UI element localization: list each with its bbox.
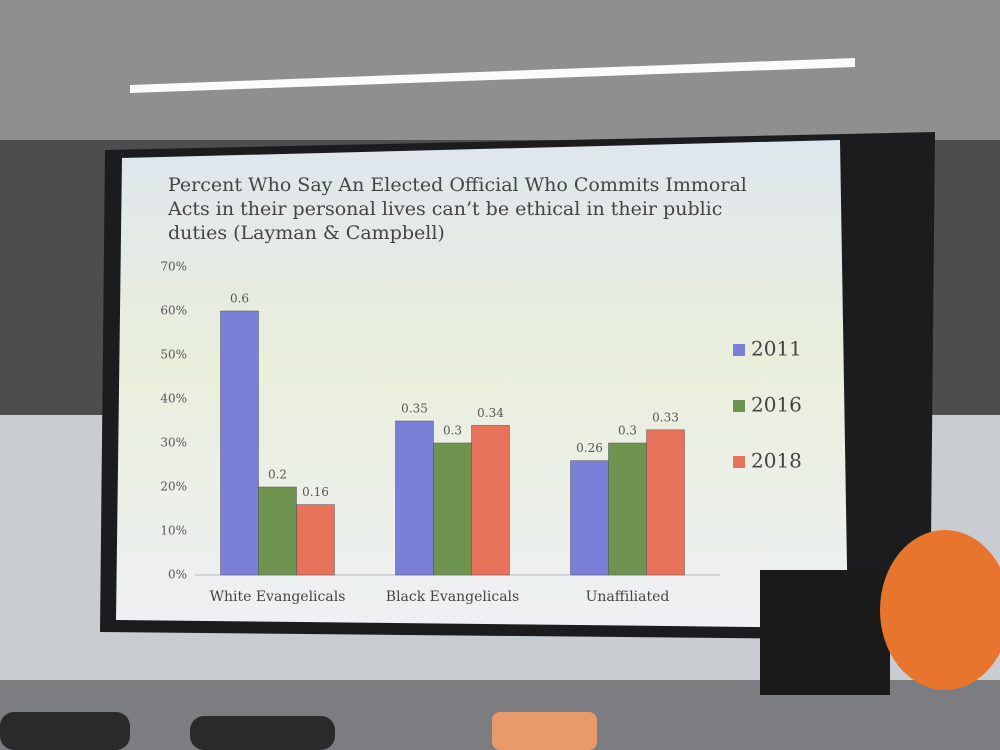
x-tick-label: Black Evangelicals — [386, 589, 519, 605]
value-label: 0.16 — [302, 485, 329, 499]
chair — [190, 716, 335, 750]
bar — [296, 504, 335, 576]
bar — [646, 429, 685, 576]
chart: Percent Who Say An Elected Official Who … — [160, 174, 802, 605]
chart-title: Acts in their personal lives can’t be et… — [167, 198, 722, 220]
value-label: 0.3 — [618, 424, 637, 438]
cap — [880, 530, 1000, 690]
y-tick-label: 30% — [160, 436, 187, 450]
legend-label: 2018 — [751, 449, 802, 473]
legend-swatch — [733, 456, 745, 468]
y-tick-label: 40% — [160, 392, 187, 406]
value-label: 0.33 — [652, 410, 679, 424]
monitor — [760, 570, 890, 695]
chart-title: Percent Who Say An Elected Official Who … — [168, 174, 747, 196]
value-label: 0.26 — [576, 441, 603, 455]
bar — [570, 460, 609, 576]
ceiling — [0, 0, 1000, 140]
legend-label: 2011 — [751, 337, 802, 361]
ceiling-light — [130, 58, 855, 93]
value-label: 0.34 — [477, 406, 504, 420]
y-tick-label: 0% — [168, 568, 187, 582]
y-tick-label: 20% — [160, 480, 187, 494]
legend-swatch — [733, 400, 745, 412]
value-label: 0.2 — [268, 468, 287, 482]
chart-title: duties (Layman & Campbell) — [168, 222, 445, 244]
chair — [492, 712, 597, 750]
x-tick-label: Unaffiliated — [586, 589, 670, 605]
value-label: 0.3 — [443, 424, 462, 438]
y-tick-label: 60% — [160, 304, 187, 318]
value-label: 0.6 — [230, 292, 249, 306]
x-tick-label: White Evangelicals — [210, 589, 346, 605]
y-tick-label: 50% — [160, 348, 187, 362]
chair — [0, 712, 130, 750]
bar — [220, 310, 259, 576]
y-tick-label: 10% — [160, 524, 187, 538]
bar — [395, 420, 434, 576]
legend-label: 2016 — [751, 393, 802, 417]
bar — [608, 442, 647, 576]
legend-swatch — [733, 344, 745, 356]
y-tick-label: 70% — [160, 260, 187, 274]
bar — [433, 442, 472, 576]
value-label: 0.35 — [401, 402, 428, 416]
bar — [471, 425, 510, 576]
bar — [258, 486, 297, 576]
